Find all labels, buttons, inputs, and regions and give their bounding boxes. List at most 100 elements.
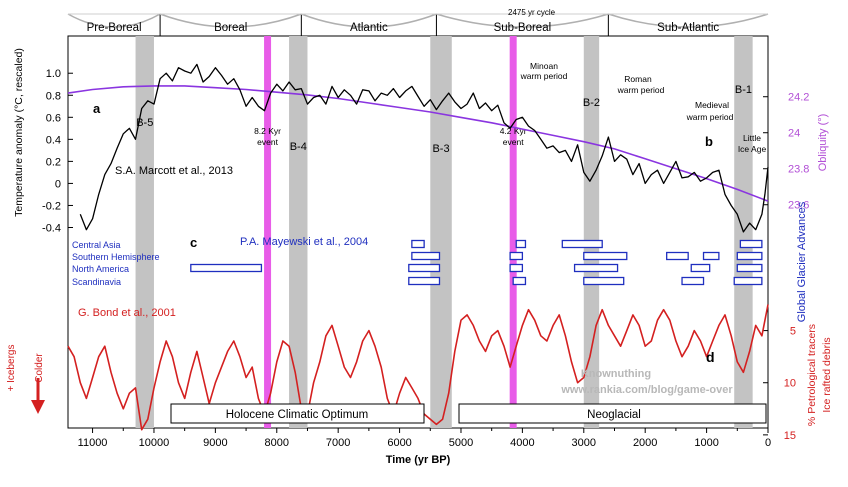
ice-rafted-tick-label: 10 (784, 378, 796, 390)
glacier-advance (666, 251, 689, 261)
watermark-line-1: Knownuthing (581, 368, 651, 380)
glacier-advance (583, 251, 628, 261)
x-tick-label: 8000 (265, 437, 289, 449)
period-arc (301, 13, 437, 28)
x-tick-label: 1000 (694, 437, 718, 449)
panel-label-d: d (706, 349, 715, 365)
x-tick-label: 11000 (78, 437, 108, 449)
holocene-optimum-label: Holocene Climatic Optimum (226, 409, 369, 421)
x-axis-label: Time (yr BP) (386, 454, 451, 466)
obliquity-tick-label: 24 (788, 128, 800, 140)
event-label: 4.2 Kyr (500, 126, 527, 136)
annotation-roman-2: warm period (617, 85, 665, 95)
annotation-roman: Roman (624, 74, 652, 84)
bond-event-band (135, 36, 154, 428)
glacier-region-label: Scandinavia (72, 277, 121, 287)
ice-rafted-tick-label: 15 (784, 430, 796, 442)
period-label: Atlantic (350, 22, 388, 34)
temperature-tick-label: 0.8 (46, 90, 61, 102)
temperature-tick-label: 0.6 (46, 112, 61, 124)
glacier-advance (411, 251, 441, 261)
period-arc (436, 13, 609, 28)
annotation-medieval-2: warm period (686, 112, 734, 122)
event-line (509, 36, 517, 428)
annotation-little-2: Ice Age (738, 144, 767, 154)
period-label: Sub-Boreal (494, 22, 552, 34)
obliquity-tick-label: 23.6 (788, 200, 809, 212)
bond-event-label: B-1 (735, 84, 752, 96)
temperature-tick-label: 0.4 (46, 134, 61, 146)
bond-event-label: B-5 (136, 117, 153, 129)
glacier-advance (509, 251, 524, 261)
glacier-axis-label: Global Glacier Advances (796, 201, 808, 322)
glacier-advance (512, 276, 527, 286)
x-tick-label: 6000 (387, 437, 411, 449)
panel-label-b: b (705, 134, 713, 149)
temperature-tick-label: 0 (55, 178, 61, 190)
period-arc (67, 13, 161, 28)
glacier-region-label: North America (72, 264, 129, 274)
glacier-advance (690, 263, 711, 273)
glacier-region-label: Central Asia (72, 240, 121, 250)
ice-rafted-citation: G. Bond et al., 2001 (78, 307, 176, 319)
event-label: 8.2 Kyr (254, 126, 281, 136)
x-tick-label: 2000 (633, 437, 657, 449)
temperature-tick-label: -0.4 (42, 222, 61, 234)
ice-rafted-axis-label-1: % Petrological tracers (806, 324, 818, 426)
glacier-advance (736, 251, 763, 261)
obliquity-line (67, 85, 769, 202)
ice-rafted-tick-label: 5 (790, 326, 796, 338)
glacier-advance (561, 239, 603, 249)
x-tick-label: 4000 (510, 437, 534, 449)
obliquity-axis-label: Obliquity (°) (817, 114, 829, 172)
period-arc (608, 13, 769, 28)
period-arc (159, 13, 302, 28)
period-label: Pre-Boreal (87, 22, 142, 34)
bond-event-band (430, 36, 452, 428)
holocene-optimum-box (170, 403, 425, 424)
colder-arrow-head (31, 400, 45, 414)
glacier-advance (515, 239, 527, 249)
annotation-minoan: Minoan (530, 61, 558, 71)
colder-indicator: + Icebergs Colder (6, 345, 45, 414)
x-tick-label: 0 (765, 437, 771, 449)
glacier-advance (702, 251, 720, 261)
x-tick-label: 10000 (139, 437, 170, 449)
colder-label: Colder (34, 353, 45, 383)
x-tick-label: 9000 (203, 437, 227, 449)
period-label: Sub-Atlantic (657, 22, 719, 34)
annotation-little: Little (743, 133, 761, 143)
glacier-region-label: Southern Hemisphere (72, 252, 160, 262)
glacier-citation: P.A. Mayewski et al., 2004 (240, 236, 368, 248)
glacier-advance (509, 263, 524, 273)
glacier-advance (190, 263, 263, 273)
x-tick-label: 7000 (326, 437, 350, 449)
neoglacial-box (458, 403, 767, 424)
event-label: event (257, 137, 278, 147)
ice-rafted-line (67, 304, 769, 431)
glacier-advance (736, 263, 763, 273)
glacier-advance (739, 239, 763, 249)
icebergs-label: + Icebergs (6, 345, 17, 392)
x-tick-label: 5000 (449, 437, 473, 449)
glacier-advance (408, 276, 441, 286)
glacier-advance (573, 263, 619, 273)
obliquity-tick-label: 23.8 (788, 164, 809, 176)
obliquity-tick-label: 24.2 (788, 92, 809, 104)
bond-event-label: B-3 (432, 143, 449, 155)
event-line (264, 36, 272, 428)
temperature-axis-label: Temperature anomaly (°C, rescaled) (13, 48, 25, 217)
watermark-line-2: www.rankia.com/blog/game-over (560, 384, 733, 396)
temperature-tick-label: 0.2 (46, 156, 61, 168)
bond-event-band (289, 36, 308, 428)
cycle-label: 2475 yr cycle (508, 8, 556, 17)
temperature-tick-label: -0.2 (42, 200, 61, 212)
period-label: Boreal (214, 22, 247, 34)
temperature-tick-label: 1.0 (46, 68, 61, 80)
glacier-advance (733, 276, 763, 286)
annotation-minoan-2: warm period (520, 71, 568, 81)
temperature-citation: S.A. Marcott et al., 2013 (115, 165, 233, 177)
bond-event-label: B-4 (290, 141, 307, 153)
glacier-advance (583, 276, 625, 286)
